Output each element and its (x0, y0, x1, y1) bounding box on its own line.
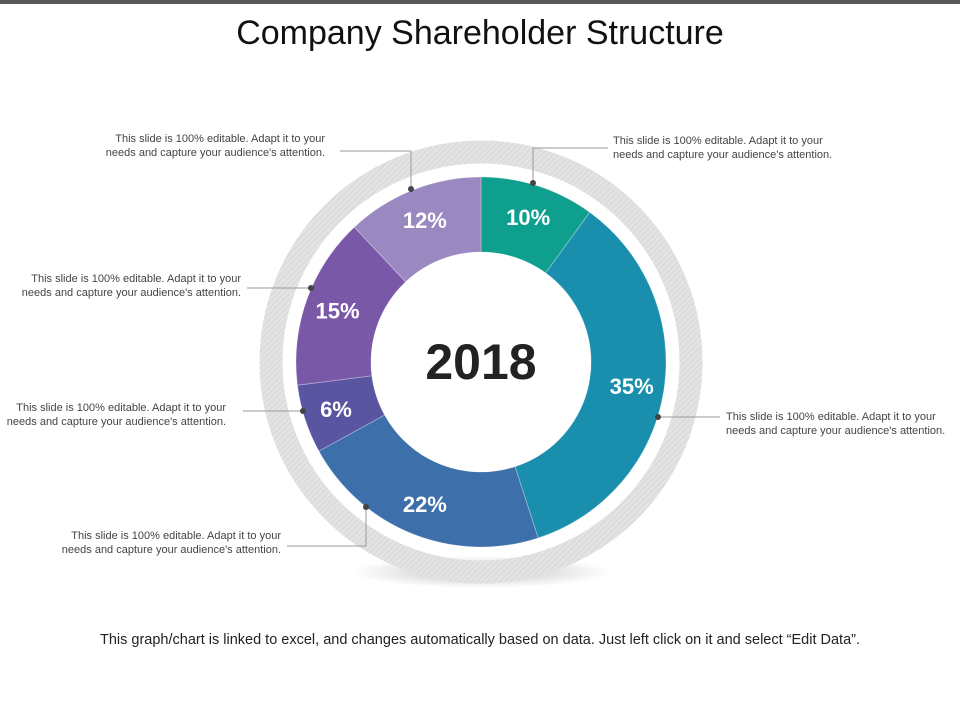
center-label: 2018 (425, 334, 536, 390)
page-title: Company Shareholder Structure (236, 14, 724, 52)
callout-dot (300, 408, 306, 414)
slice-data-label: 10% (506, 205, 550, 230)
footer-note: This graph/chart is linked to excel, and… (99, 632, 861, 648)
callout-leader-line (340, 150, 412, 189)
callout-text-12: This slide is 100% editable. Adapt it to… (105, 133, 325, 159)
callout-text-22: This slide is 100% editable. Adapt it to… (61, 530, 281, 556)
donut-hole (371, 252, 591, 472)
slice-data-label: 15% (315, 298, 359, 323)
callout-dot (530, 180, 536, 186)
callout-dot (308, 285, 314, 291)
slice-data-label: 12% (403, 208, 447, 233)
callout-leader-line (532, 147, 608, 183)
callout-leader-line (287, 507, 367, 547)
outer-ring (259, 140, 703, 584)
callout-dot (363, 504, 369, 510)
slice-data-label: 22% (403, 492, 447, 517)
callout-text-15: This slide is 100% editable. Adapt it to… (21, 273, 241, 299)
callout-text-10: This slide is 100% editable. Adapt it to… (613, 135, 833, 161)
slice-data-label: 6% (320, 397, 352, 422)
callout-text-35: This slide is 100% editable. Adapt it to… (726, 411, 946, 437)
callout-dot (408, 186, 414, 192)
callout-text-6: This slide is 100% editable. Adapt it to… (6, 402, 226, 428)
donut-slice[interactable] (297, 375, 386, 452)
top-bar (0, 0, 960, 4)
callout-dot (655, 414, 661, 420)
slice-data-label: 35% (610, 374, 654, 399)
